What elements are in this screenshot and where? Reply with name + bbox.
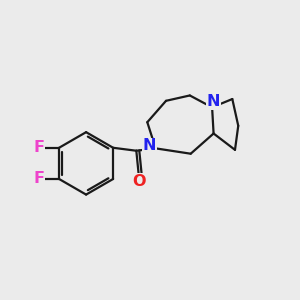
Text: F: F bbox=[34, 140, 45, 155]
Text: N: N bbox=[206, 94, 220, 110]
Text: F: F bbox=[34, 172, 45, 187]
Text: N: N bbox=[143, 139, 156, 154]
Text: O: O bbox=[132, 174, 146, 189]
